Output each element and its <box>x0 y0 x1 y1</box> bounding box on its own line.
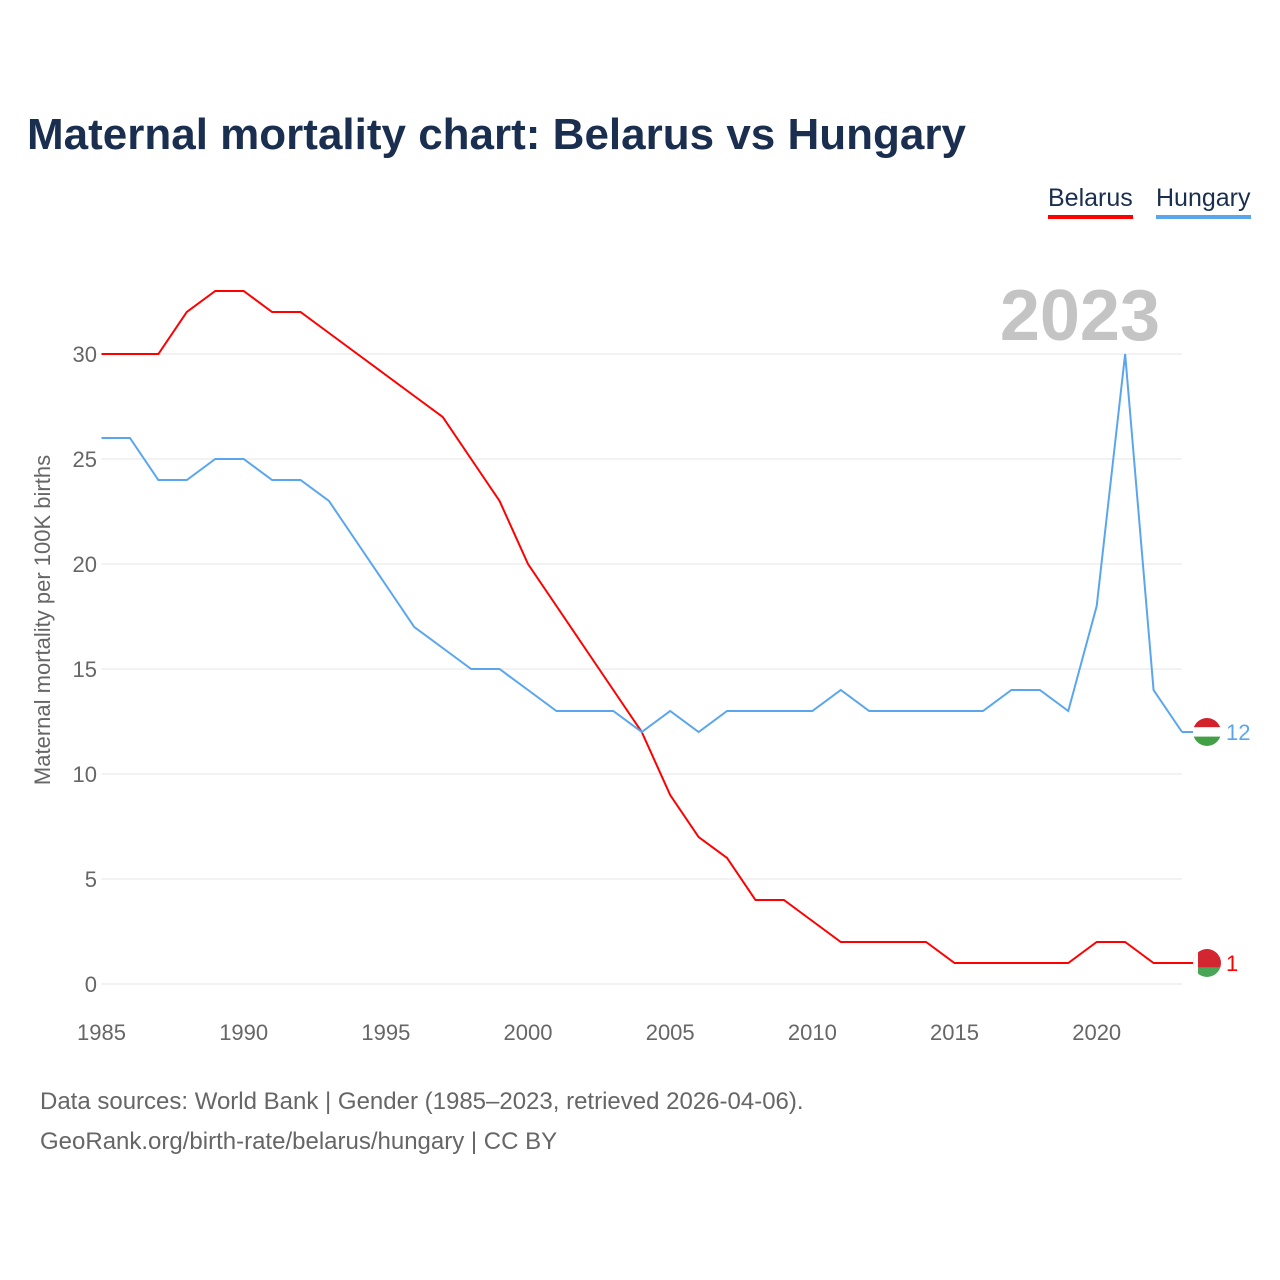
year-label: 2023 <box>1000 276 1160 356</box>
legend-hungary[interactable]: Hungary <box>1156 184 1251 219</box>
end-value-label: 1 <box>1226 951 1238 976</box>
y-tick-label: 15 <box>73 657 97 682</box>
x-tick-label: 2020 <box>1072 1020 1121 1045</box>
x-tick-label: 1985 <box>77 1020 126 1045</box>
x-tick-label: 1990 <box>219 1020 268 1045</box>
y-tick-label: 10 <box>73 762 97 787</box>
series-line-hungary <box>101 353 1183 734</box>
y-tick-label: 5 <box>85 867 97 892</box>
x-tick-label: 1995 <box>361 1020 410 1045</box>
legend-belarus[interactable]: Belarus <box>1048 184 1133 219</box>
x-tick-label: 2010 <box>788 1020 837 1045</box>
x-tick-label: 2000 <box>504 1020 553 1045</box>
y-tick-label: 20 <box>73 552 97 577</box>
chart-title: Maternal mortality chart: Belarus vs Hun… <box>27 110 966 159</box>
footer-url[interactable]: GeoRank.org/birth-rate/belarus/hungary |… <box>40 1128 558 1155</box>
belarus-flag-icon <box>1193 949 1221 977</box>
y-tick-label: 30 <box>73 342 97 367</box>
series-line-belarus <box>101 290 1182 964</box>
y-tick-label: 25 <box>73 447 97 472</box>
y-tick-label: 0 <box>85 972 97 997</box>
footer-sources: Data sources: World Bank | Gender (1985–… <box>40 1088 804 1115</box>
x-tick-label: 2015 <box>930 1020 979 1045</box>
x-tick-label: 2005 <box>646 1020 695 1045</box>
end-value-label: 12 <box>1226 720 1250 745</box>
hungary-flag-icon <box>1193 718 1221 746</box>
y-axis-label: Maternal mortality per 100K births <box>30 455 55 785</box>
